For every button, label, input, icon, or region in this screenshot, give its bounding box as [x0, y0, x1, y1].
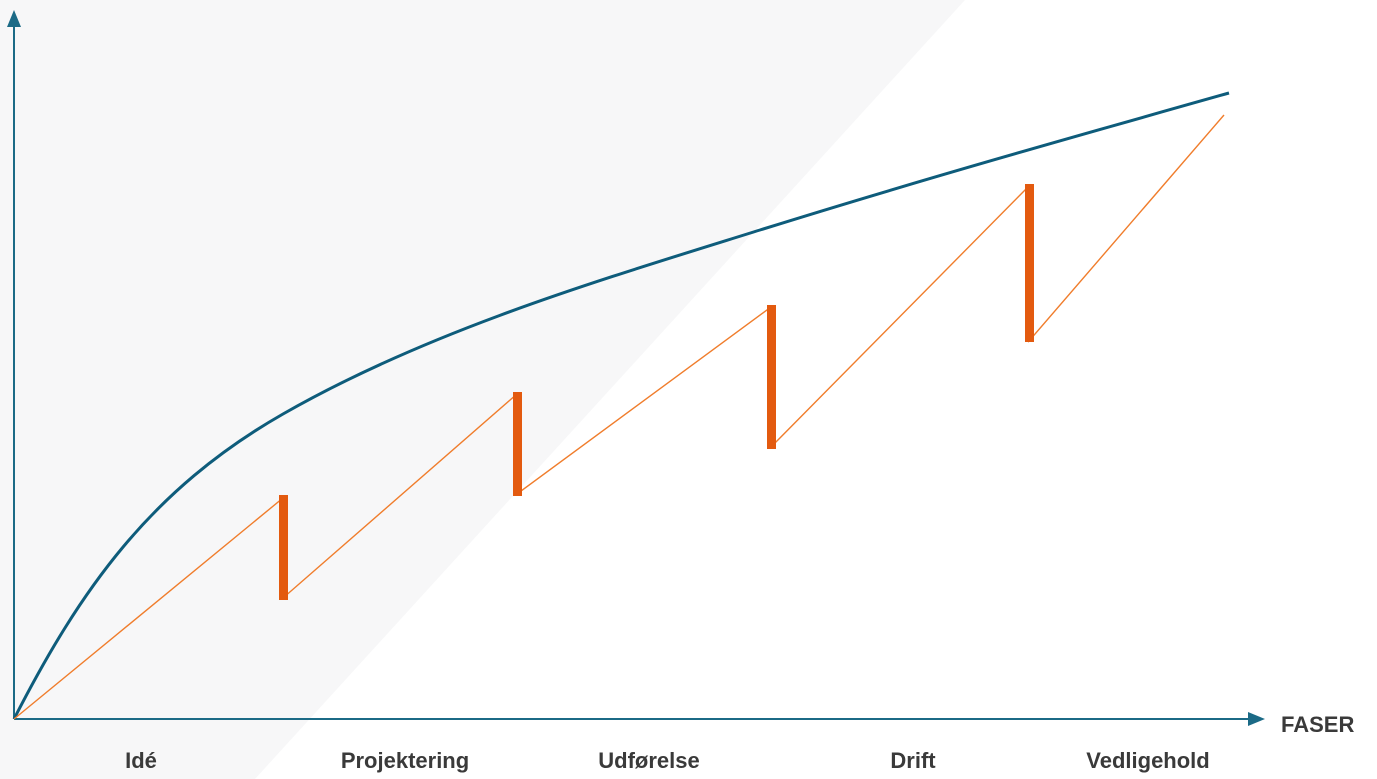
y-axis-arrow — [7, 10, 21, 27]
upper-curve — [12, 91, 1230, 720]
phase-label-projektering: Projektering — [341, 748, 469, 773]
drop-bar-1 — [279, 495, 288, 600]
x-axis-label: FASER — [1281, 712, 1354, 737]
phase-label-vedligehold: Vedligehold — [1086, 748, 1209, 773]
phase-label-ide: Idé — [125, 748, 157, 773]
drop-bar-3 — [767, 305, 776, 449]
drop-bar-4 — [1025, 184, 1034, 342]
phase-label-drift: Drift — [890, 748, 936, 773]
drop-bar-2 — [513, 392, 522, 496]
x-axis-arrow — [1248, 712, 1265, 726]
phase-label-udforelse: Udførelse — [598, 748, 699, 773]
shaded-region — [0, 0, 965, 779]
